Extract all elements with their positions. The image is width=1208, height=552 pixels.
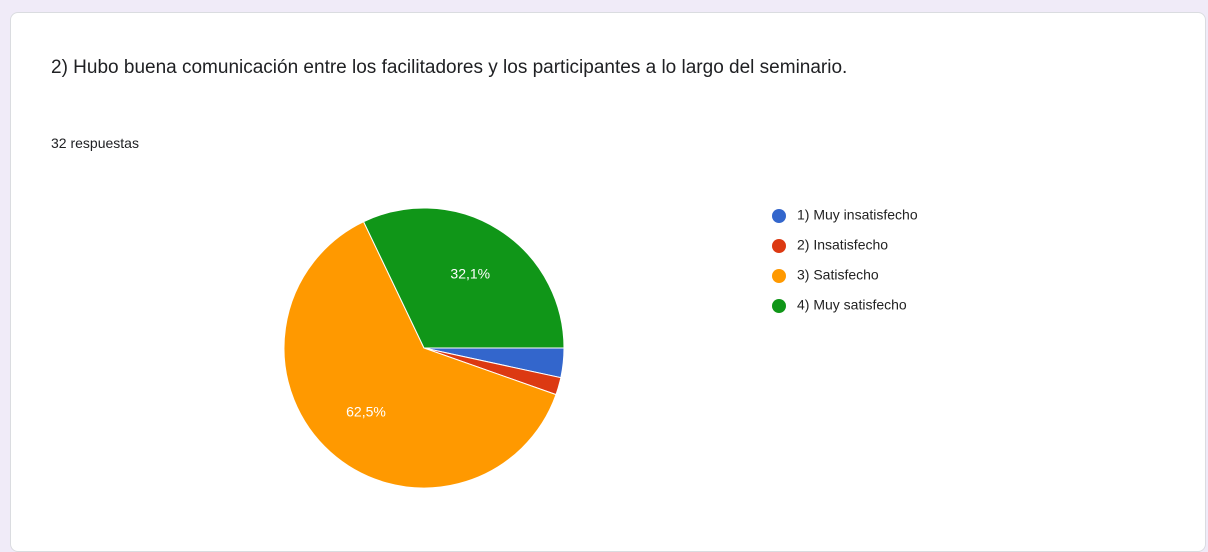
legend-label: 1) Muy insatisfecho	[797, 207, 918, 223]
pie-slice	[283, 221, 557, 489]
legend-swatch	[772, 299, 786, 313]
slice-label: 32,1%	[450, 265, 490, 281]
response-count: 32 respuestas	[51, 135, 139, 151]
card: 2) Hubo buena comunicación entre los fac…	[10, 12, 1206, 552]
legend-swatch	[772, 239, 786, 253]
legend-label: 3) Satisfecho	[797, 267, 879, 283]
legend-swatch	[772, 269, 786, 283]
legend-label: 2) Insatisfecho	[797, 237, 888, 253]
slice-label: 62,5%	[346, 403, 386, 419]
legend-label: 4) Muy satisfecho	[797, 297, 907, 313]
pie-slice	[362, 207, 565, 349]
legend-swatch	[772, 209, 786, 223]
chart-title: 2) Hubo buena comunicación entre los fac…	[51, 57, 848, 78]
